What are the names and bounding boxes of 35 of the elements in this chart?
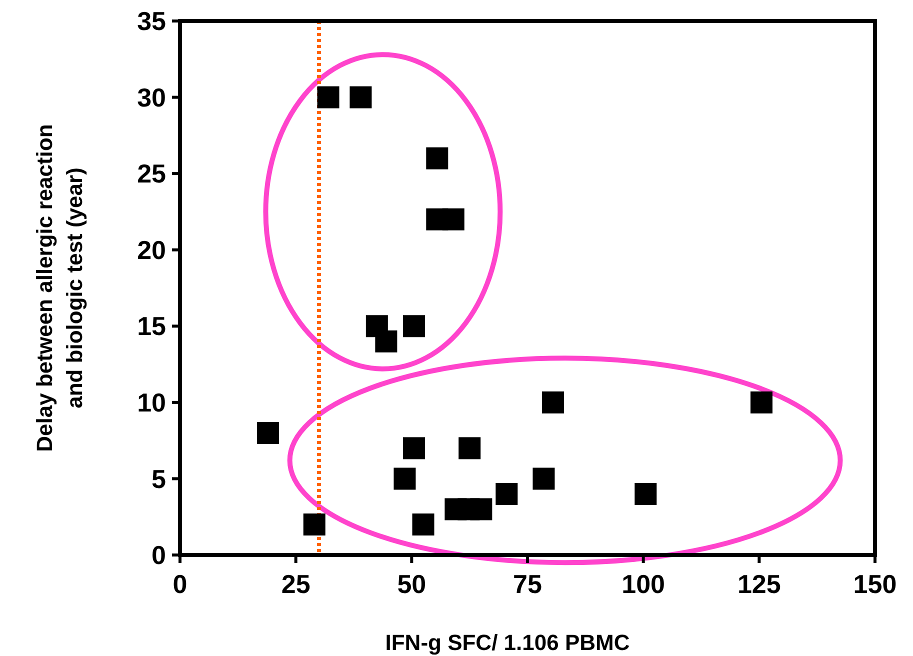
y-tick-label: 35 [137, 6, 166, 36]
y-axis-title: Delay between allergic reaction and biologic test (year) [32, 124, 87, 452]
point [532, 468, 555, 490]
x-tick-label: 75 [513, 569, 542, 599]
y-tick-label: 30 [137, 82, 166, 112]
point [458, 437, 481, 460]
point [303, 513, 326, 536]
x-axis-title: IFN-g SFC/ 1.106 PBMC [385, 630, 630, 655]
x-tick-label: 0 [172, 569, 188, 599]
point [350, 86, 372, 108]
point [542, 391, 564, 414]
x-tick-label: 150 [853, 569, 897, 599]
y-tick-label: 10 [137, 388, 166, 418]
x-tick-label: 25 [281, 569, 310, 599]
y-tick-label: 20 [137, 234, 166, 265]
y-tick-label: 0 [152, 540, 166, 570]
point [402, 437, 425, 460]
x-tick-label: 125 [737, 569, 781, 599]
y-tick-label: 5 [152, 464, 166, 494]
y-tick-label: 25 [137, 158, 166, 189]
point [442, 208, 464, 230]
x-tick-label: 50 [397, 569, 426, 599]
point [634, 482, 657, 505]
point [426, 147, 448, 170]
point [750, 391, 772, 414]
point [394, 468, 416, 490]
point [412, 513, 434, 536]
point [496, 482, 518, 505]
point [470, 498, 492, 520]
point [402, 315, 425, 338]
y-tick-label: 15 [137, 311, 166, 342]
x-tick-label: 100 [622, 569, 666, 599]
point [375, 330, 398, 352]
point [317, 86, 340, 108]
point [257, 422, 280, 444]
